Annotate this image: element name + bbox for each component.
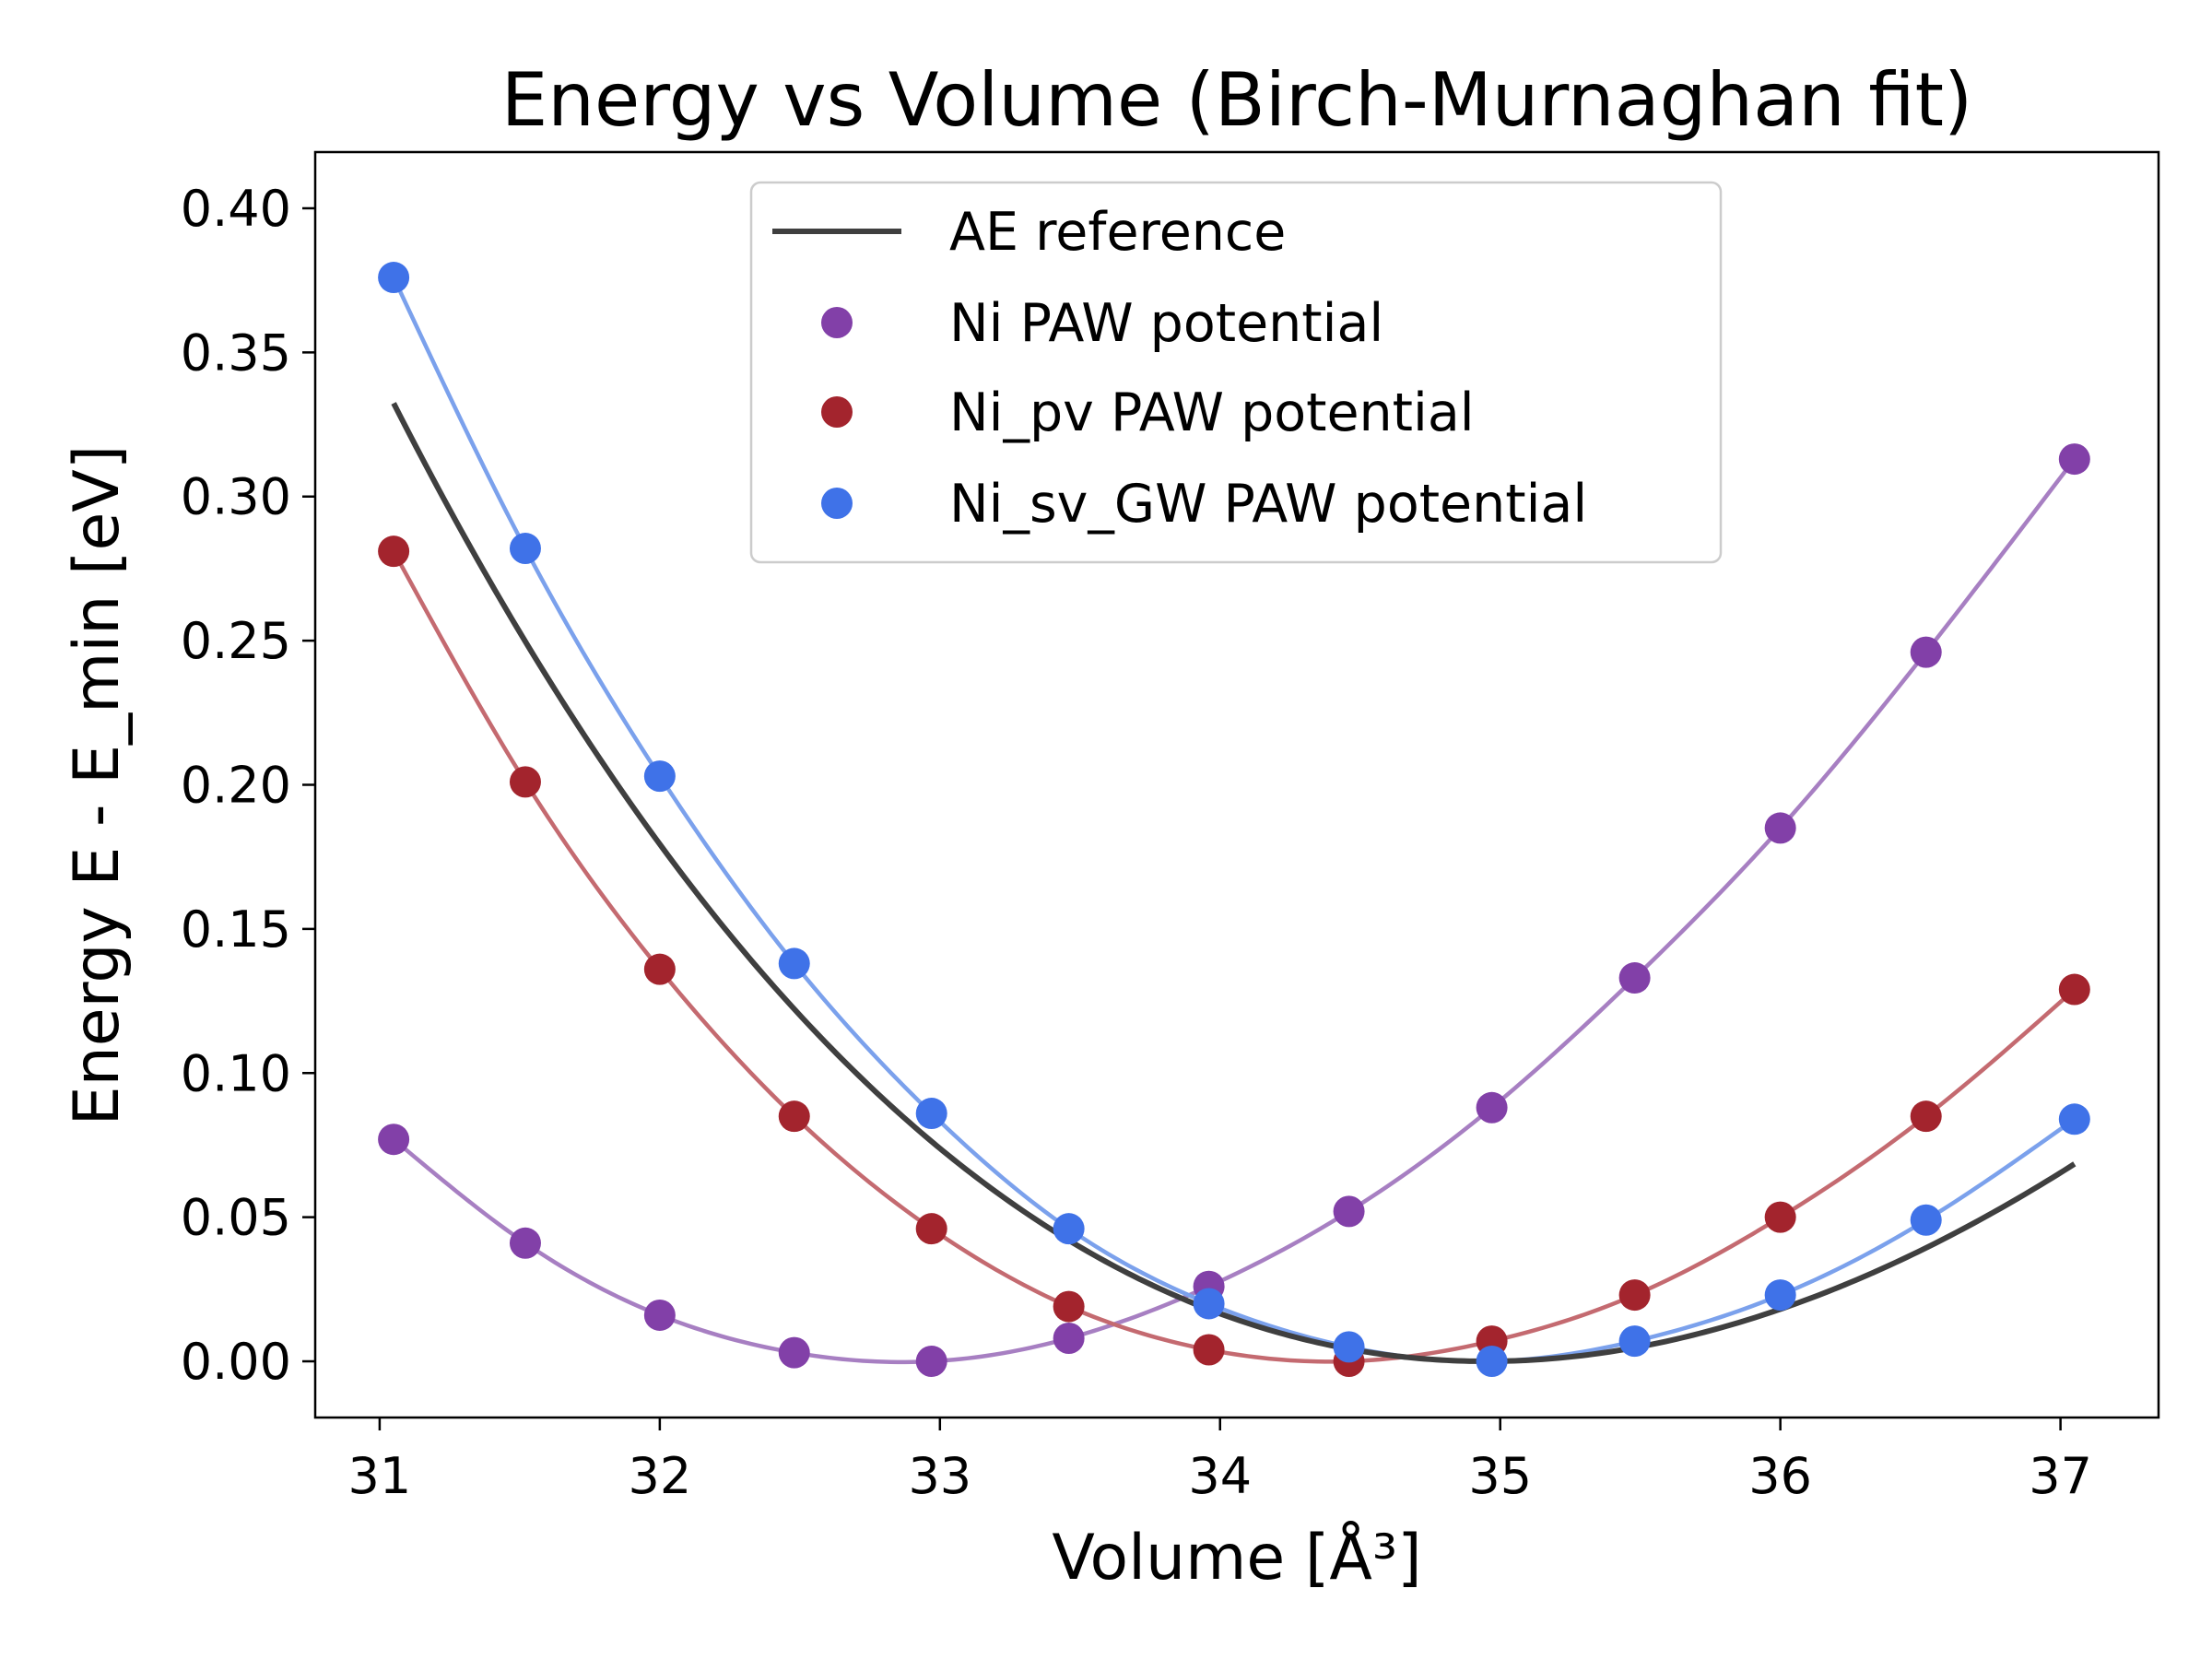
legend-marker-ni-pv: [821, 396, 853, 428]
x-tick-label: 32: [629, 1447, 692, 1505]
y-tick-label: 0.30: [181, 468, 291, 526]
data-point-ni-sv-gw: [778, 947, 810, 980]
data-point-ni: [915, 1346, 947, 1378]
y-tick-label: 0.20: [181, 757, 291, 815]
x-tick-label: 33: [908, 1447, 971, 1505]
chart-title: Energy vs Volume (Birch-Murnaghan fit): [501, 57, 1972, 143]
data-point-ni-sv-gw: [915, 1098, 947, 1130]
data-point-ni-pv: [1618, 1279, 1651, 1312]
data-points: [378, 262, 2090, 1378]
x-tick-label: 34: [1188, 1447, 1252, 1505]
x-tick-label: 35: [1468, 1447, 1532, 1505]
y-tick-label: 0.25: [181, 612, 291, 670]
data-point-ni-sv-gw: [509, 533, 541, 565]
legend-label-ni: Ni PAW potential: [949, 293, 1383, 354]
data-point-ni-pv: [378, 535, 410, 568]
data-point-ni: [1476, 1091, 1508, 1124]
data-point-ni: [1053, 1322, 1085, 1354]
data-point-ni: [1333, 1195, 1365, 1228]
data-point-ni: [1764, 812, 1796, 844]
data-point-ni-sv-gw: [378, 262, 410, 294]
legend-frame: [749, 181, 1723, 564]
y-tick-label: 0.15: [181, 900, 291, 959]
x-tick-label: 36: [1748, 1447, 1812, 1505]
data-point-ni-sv-gw: [643, 760, 676, 793]
x-tick-label: 31: [348, 1447, 412, 1505]
data-point-ni-sv-gw: [1910, 1204, 1942, 1236]
data-point-ni: [1618, 962, 1651, 994]
data-point-ni: [378, 1124, 410, 1156]
data-point-ni-sv-gw: [1333, 1331, 1365, 1363]
data-point-ni: [643, 1299, 676, 1331]
data-point-ni-pv: [1053, 1290, 1085, 1323]
data-point-ni-pv: [1764, 1201, 1796, 1233]
data-point-ni-sv-gw: [1764, 1279, 1796, 1312]
data-point-ni-sv-gw: [1193, 1288, 1225, 1320]
data-point-ni: [778, 1336, 810, 1369]
data-point-ni-sv-gw: [1476, 1346, 1508, 1378]
legend-marker-ni-sv-gw: [821, 488, 853, 519]
data-point-ni-sv-gw: [1053, 1213, 1085, 1245]
data-point-ni: [1910, 636, 1942, 668]
x-axis: 31 32 33 34 35 36 37: [348, 1418, 2092, 1505]
data-point-ni-pv: [1910, 1100, 1942, 1133]
reference-line-group: [391, 402, 2077, 1365]
legend-label-ni-sv-gw: Ni_sv_GW PAW potential: [949, 474, 1587, 535]
data-point-ni-pv: [509, 766, 541, 798]
data-point-ni: [509, 1227, 541, 1259]
y-tick-label: 0.10: [181, 1044, 291, 1102]
data-point-ni-pv: [2058, 973, 2090, 1006]
ae-reference-line: [391, 402, 2077, 1365]
y-axis: 0.00 0.05 0.10 0.15 0.20 0.25 0.30 0.35 0.40: [181, 180, 315, 1391]
fit-curve-ni-pv: [392, 550, 2077, 1364]
legend-label-reference: AE reference: [949, 202, 1286, 263]
x-tick-label: 37: [2029, 1447, 2092, 1505]
legend: AE reference Ni PAW potential Ni_pv PAW …: [749, 181, 1723, 564]
y-tick-label: 0.05: [181, 1189, 291, 1247]
data-point-ni-pv: [643, 953, 676, 985]
y-tick-label: 0.40: [181, 180, 291, 238]
legend-label-ni-pv: Ni_pv PAW potential: [949, 382, 1475, 443]
data-point-ni-sv-gw: [1618, 1325, 1651, 1358]
y-axis-label: Energy E - E_min [eV]: [61, 445, 134, 1126]
y-tick-label: 0.35: [181, 324, 291, 382]
legend-marker-ni: [821, 307, 853, 338]
data-point-ni-pv: [915, 1213, 947, 1245]
data-point-ni-pv: [1193, 1334, 1225, 1366]
data-point-ni-pv: [778, 1100, 810, 1133]
data-point-ni: [2058, 443, 2090, 476]
data-point-ni-sv-gw: [2058, 1103, 2090, 1135]
x-axis-label: Volume [Å³]: [1052, 1520, 1421, 1594]
y-tick-label: 0.00: [181, 1333, 291, 1391]
